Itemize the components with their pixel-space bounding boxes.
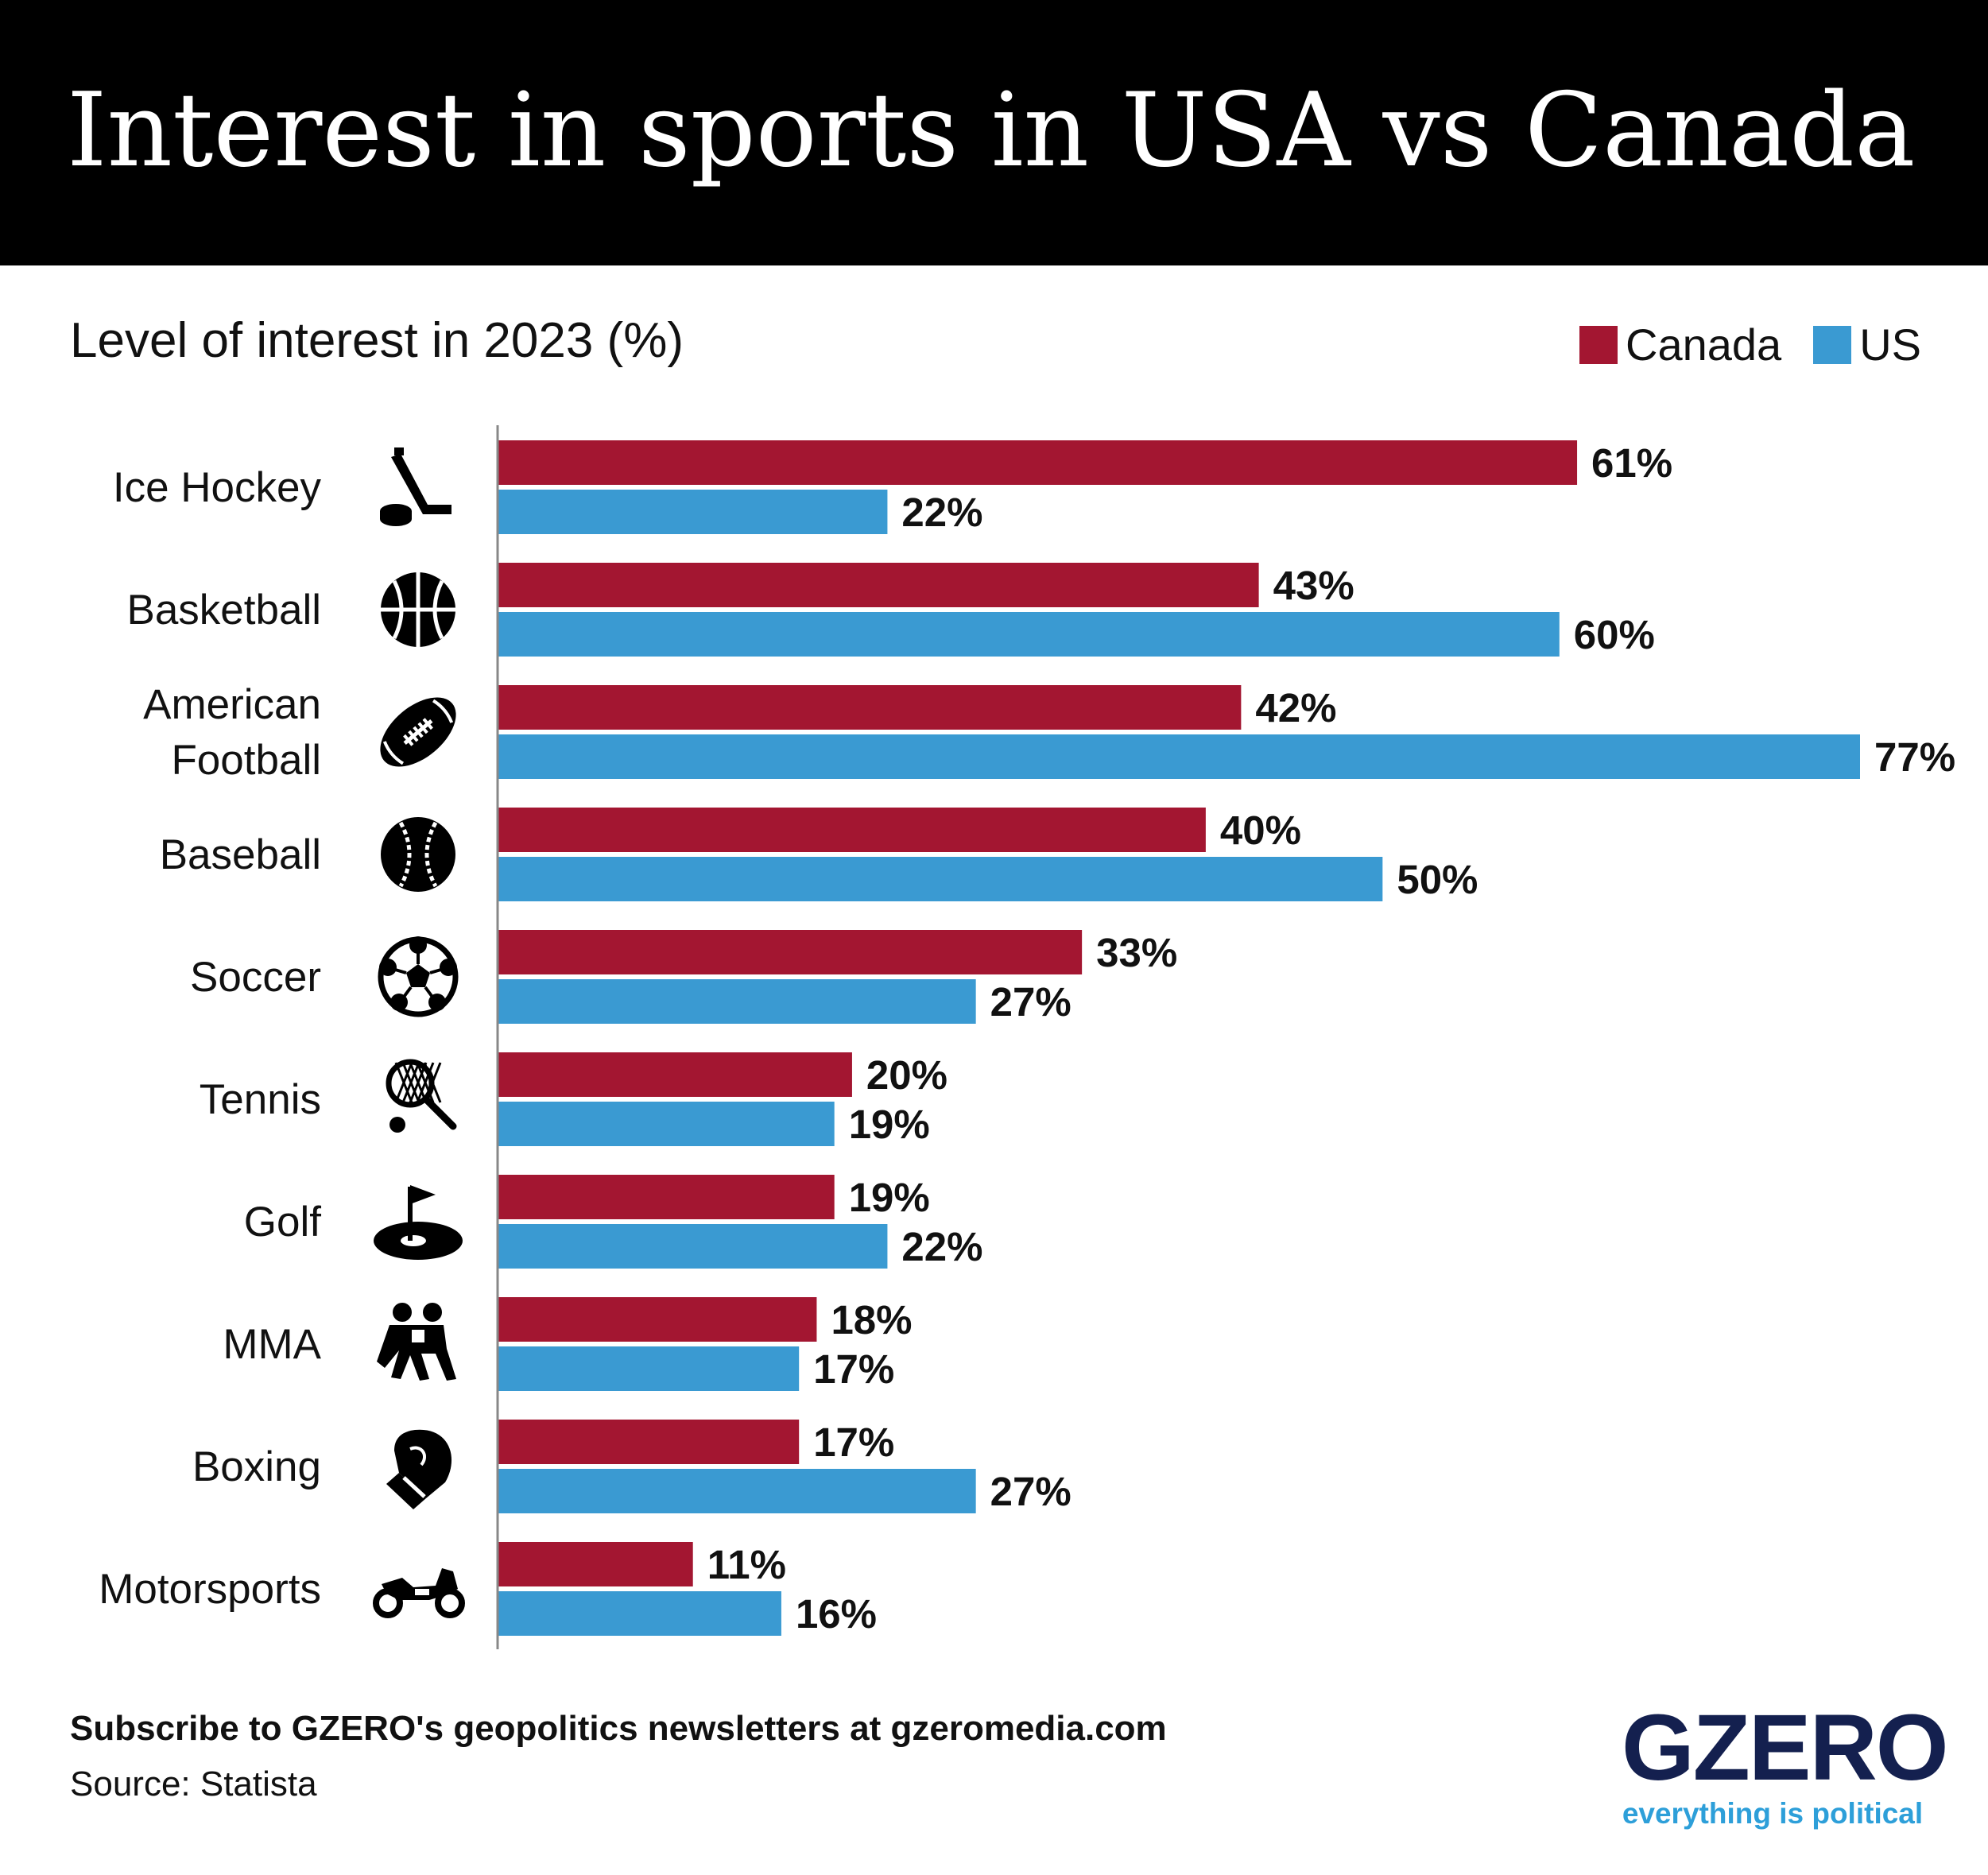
category-label: Basketball bbox=[126, 587, 321, 633]
category-label: Motorsports bbox=[99, 1566, 321, 1613]
bar-canada bbox=[498, 930, 1083, 974]
value-label-us: 77% bbox=[1874, 734, 1955, 780]
category-label: Football bbox=[171, 737, 321, 784]
value-label-us: 60% bbox=[1574, 612, 1655, 657]
chart-title: Interest in sports in USA vs Canada bbox=[67, 72, 1916, 190]
bar-canada bbox=[498, 685, 1242, 730]
football-icon bbox=[380, 697, 456, 767]
legend-item-us: US bbox=[1813, 318, 1921, 371]
bar-canada bbox=[498, 1052, 852, 1097]
baseball-icon bbox=[381, 817, 455, 892]
value-label-canada: 40% bbox=[1220, 808, 1301, 853]
legend-swatch-canada bbox=[1579, 325, 1618, 364]
category-label: MMA bbox=[223, 1321, 321, 1368]
value-label-us: 19% bbox=[849, 1102, 930, 1147]
bar-canada bbox=[498, 1420, 800, 1464]
bar-canada bbox=[498, 563, 1259, 607]
gzero-logo: GZERO everything is political bbox=[1622, 1695, 1949, 1830]
bar-canada bbox=[498, 808, 1206, 852]
value-label-canada: 19% bbox=[849, 1175, 930, 1220]
logo-tagline: everything is political bbox=[1622, 1797, 1924, 1830]
legend-label-us: US bbox=[1859, 320, 1921, 370]
category-label: Boxing bbox=[192, 1443, 321, 1490]
value-label-canada: 42% bbox=[1255, 685, 1336, 730]
bar-us bbox=[498, 1224, 888, 1269]
value-label-us: 22% bbox=[901, 1224, 982, 1269]
bar-us bbox=[498, 1102, 835, 1146]
value-label-canada: 18% bbox=[831, 1297, 912, 1342]
legend-label-canada: Canada bbox=[1626, 320, 1782, 370]
footer-subscribe-text: Subscribe to GZERO's geopolitics newslet… bbox=[70, 1709, 1167, 1748]
hockey-stick-icon bbox=[380, 447, 451, 526]
legend-item-canada: Canada bbox=[1579, 318, 1781, 371]
value-label-us: 22% bbox=[901, 490, 982, 535]
golf-flag-icon bbox=[374, 1185, 463, 1260]
bar-us bbox=[498, 979, 976, 1024]
category-label: Baseball bbox=[160, 831, 321, 878]
legend: Canada US bbox=[1579, 318, 1921, 371]
category-label: Tennis bbox=[200, 1076, 321, 1123]
bar-us bbox=[498, 1469, 976, 1513]
bar-chart: Ice Hockey 61% 22% Basketball 43% 60% American… bbox=[99, 425, 1955, 1649]
value-label-us: 50% bbox=[1397, 857, 1478, 902]
category-label: Ice Hockey bbox=[113, 464, 322, 511]
category-label: American bbox=[143, 681, 321, 728]
value-label-canada: 20% bbox=[866, 1052, 947, 1098]
bar-us bbox=[498, 612, 1560, 657]
wrestlers-icon bbox=[377, 1303, 456, 1381]
bar-us bbox=[498, 490, 888, 534]
bar-us bbox=[498, 1346, 800, 1391]
value-label-us: 27% bbox=[990, 1469, 1072, 1514]
bar-canada bbox=[498, 1175, 835, 1219]
bar-canada bbox=[498, 440, 1578, 485]
bar-canada bbox=[498, 1542, 693, 1586]
soccer-ball-icon bbox=[378, 936, 459, 1017]
bar-us bbox=[498, 734, 1860, 779]
footer-source-text: Source: Statista bbox=[70, 1765, 317, 1803]
bar-canada bbox=[498, 1297, 817, 1342]
category-label: Golf bbox=[244, 1199, 321, 1245]
logo-wordmark: GZERO bbox=[1622, 1695, 1949, 1800]
tennis-racket-icon bbox=[386, 1059, 457, 1133]
value-label-canada: 33% bbox=[1096, 930, 1177, 975]
value-label-us: 27% bbox=[990, 979, 1072, 1025]
value-label-canada: 43% bbox=[1273, 563, 1354, 608]
bar-us bbox=[498, 857, 1383, 901]
boxing-glove-icon bbox=[386, 1429, 452, 1509]
category-label: Soccer bbox=[190, 954, 321, 1001]
legend-swatch-us bbox=[1813, 325, 1852, 364]
header-banner: Interest in sports in USA vs Canada bbox=[0, 0, 1988, 265]
value-label-us: 17% bbox=[813, 1346, 894, 1392]
value-label-canada: 17% bbox=[813, 1420, 894, 1465]
value-label-canada: 11% bbox=[707, 1542, 786, 1587]
basketball-icon bbox=[381, 572, 455, 647]
motorcycle-icon bbox=[373, 1568, 465, 1618]
value-label-canada: 61% bbox=[1591, 440, 1672, 486]
bar-us bbox=[498, 1591, 781, 1636]
chart-subtitle: Level of interest in 2023 (%) bbox=[70, 313, 684, 368]
value-label-us: 16% bbox=[796, 1591, 877, 1637]
